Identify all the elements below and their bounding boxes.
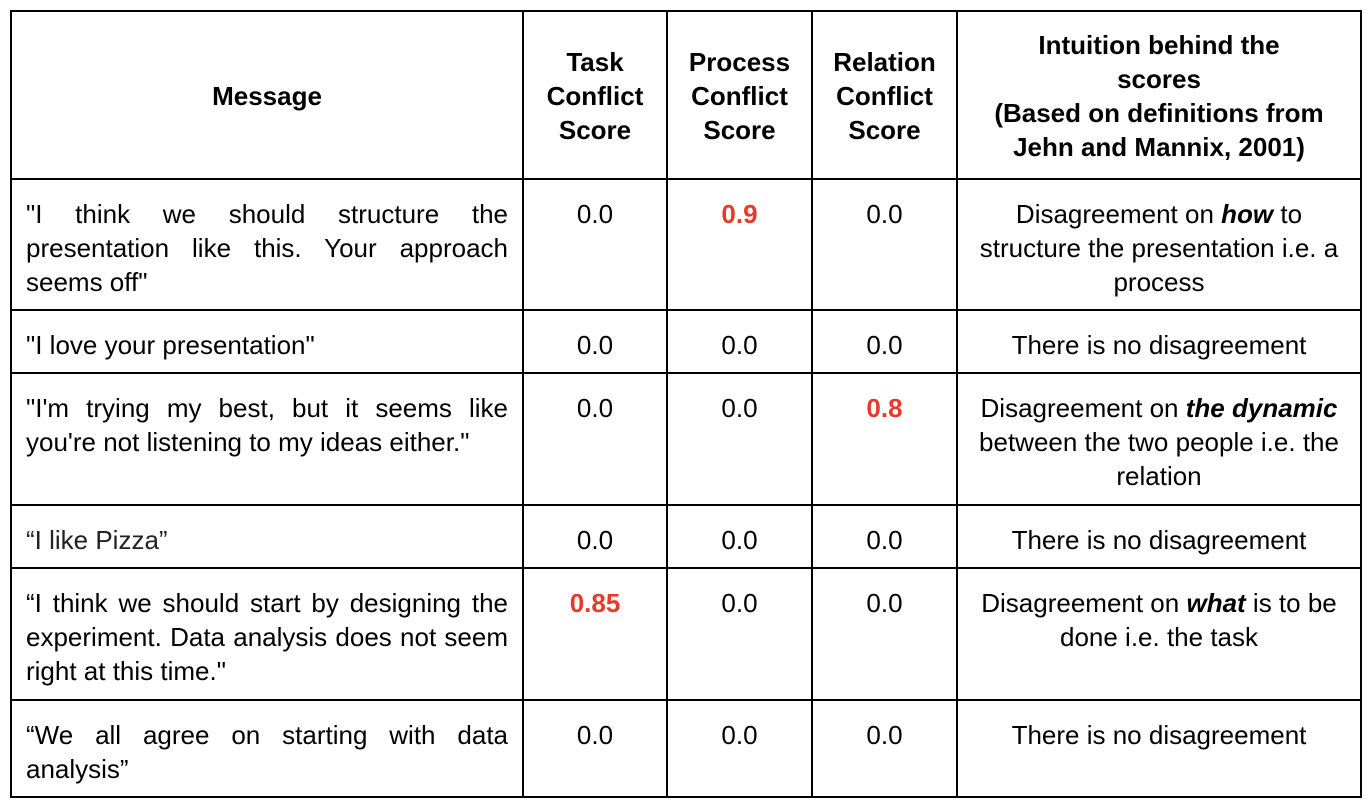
task-score-cell: 0.0: [522, 372, 668, 506]
message-cell: “I like Pizza”: [10, 504, 524, 569]
intuition-cell: There is no disagreement: [956, 699, 1362, 798]
relation-score-cell: 0.8: [811, 372, 958, 506]
intuition-cell: Disagreement on the dynamic between the …: [956, 372, 1362, 506]
process-score-cell: 0.0: [666, 309, 813, 374]
message-cell: "I think we should structure the present…: [10, 178, 524, 311]
conflict-score-table: Message Task Conflict Score Process Conflic…: [10, 10, 1362, 798]
header-message: Message: [10, 10, 524, 180]
task-score-cell: 0.0: [522, 504, 668, 569]
table-row: “I like Pizza” 0.0 0.0 0.0 There is no d…: [10, 504, 1362, 569]
process-score-cell: 0.9: [666, 178, 813, 311]
process-score-cell: 0.0: [666, 567, 813, 701]
header-process-score: Process Conflict Score: [666, 10, 813, 180]
table-row: “I think we should start by designing th…: [10, 567, 1362, 701]
relation-score-cell: 0.0: [811, 504, 958, 569]
message-cell: “We all agree on starting with data anal…: [10, 699, 524, 798]
process-score-cell: 0.0: [666, 372, 813, 506]
header-task-score: Task Conflict Score: [522, 10, 668, 180]
table-row: "I love your presentation" 0.0 0.0 0.0 T…: [10, 309, 1362, 374]
task-score-cell: 0.0: [522, 699, 668, 798]
intuition-cell: There is no disagreement: [956, 504, 1362, 569]
header-intuition: Intuition behind the scores (Based on defi…: [956, 10, 1362, 180]
task-score-cell: 0.0: [522, 178, 668, 311]
table-row: “We all agree on starting with data anal…: [10, 699, 1362, 798]
message-cell: "I love your presentation": [10, 309, 524, 374]
relation-score-cell: 0.0: [811, 699, 958, 798]
relation-score-cell: 0.0: [811, 178, 958, 311]
relation-score-cell: 0.0: [811, 567, 958, 701]
table-row: "I think we should structure the present…: [10, 178, 1362, 311]
header-relation-score: Relation Conflict Score: [811, 10, 958, 180]
process-score-cell: 0.0: [666, 699, 813, 798]
process-score-cell: 0.0: [666, 504, 813, 569]
message-cell: "I'm trying my best, but it seems like y…: [10, 372, 524, 506]
message-cell: “I think we should start by designing th…: [10, 567, 524, 701]
task-score-cell: 0.0: [522, 309, 668, 374]
intuition-cell: Disagreement on what is to be done i.e. …: [956, 567, 1362, 701]
task-score-cell: 0.85: [522, 567, 668, 701]
intuition-cell: Disagreement on how to structure the pre…: [956, 178, 1362, 311]
header-row: Message Task Conflict Score Process Conflic…: [10, 10, 1362, 180]
table-row: "I'm trying my best, but it seems like y…: [10, 372, 1362, 506]
intuition-cell: There is no disagreement: [956, 309, 1362, 374]
relation-score-cell: 0.0: [811, 309, 958, 374]
